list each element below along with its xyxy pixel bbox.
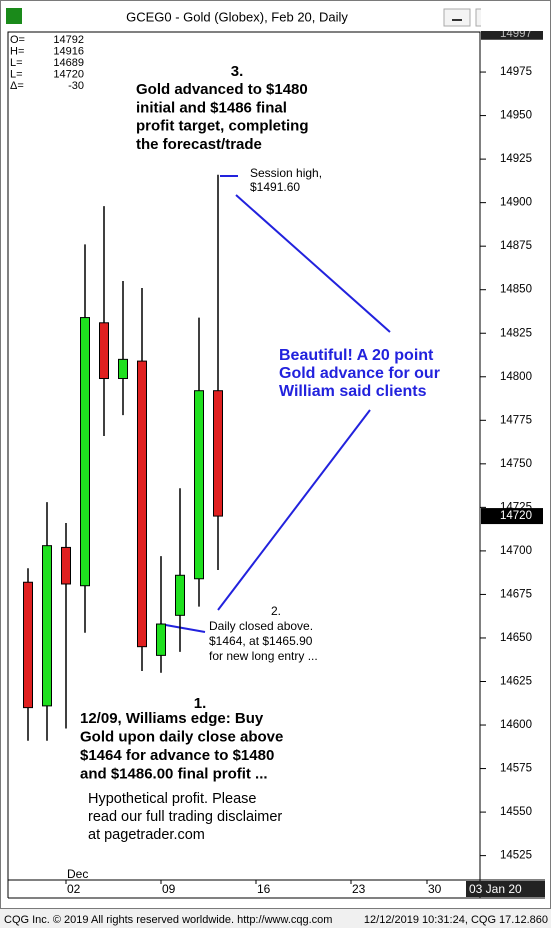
candle-body bbox=[23, 581, 33, 709]
y-tick-label: 14700 bbox=[500, 545, 532, 557]
annotation-text: Gold advanced to $1480 bbox=[136, 81, 308, 98]
y-tick-label: 14825 bbox=[500, 327, 532, 339]
annotation-text: Gold upon daily close above bbox=[80, 728, 283, 745]
readout-label: O= bbox=[10, 34, 25, 46]
annotation-text: $1464, at $1465.90 bbox=[209, 634, 313, 648]
y-tick-label: 14675 bbox=[500, 588, 532, 600]
annotation-text: Beautiful! A 20 point bbox=[279, 347, 434, 364]
y-tick-label: 14975 bbox=[500, 66, 532, 78]
annotation-text: for new long entry ... bbox=[209, 649, 318, 663]
annotation-arrows bbox=[159, 175, 391, 633]
x-tick-label: 09 bbox=[162, 882, 176, 896]
y-tick-label: 14750 bbox=[500, 458, 532, 470]
candle-body bbox=[137, 360, 147, 648]
annotation-text: and $1486.00 final profit ... bbox=[80, 765, 268, 782]
x-tick-label: 02 bbox=[67, 882, 81, 896]
readout-value: 14792 bbox=[53, 34, 84, 46]
annotation-text: Session high, bbox=[250, 166, 322, 180]
readout-value: 14916 bbox=[53, 45, 84, 57]
candle-body bbox=[194, 390, 204, 580]
readout-value: 14720 bbox=[53, 68, 84, 80]
annotation-text: Gold advance for our bbox=[279, 365, 440, 382]
candle-body bbox=[213, 390, 223, 517]
x-tick-label: 23 bbox=[352, 882, 366, 896]
annotation-text: read our full trading disclaimer bbox=[88, 809, 282, 825]
y-tick-label: 14800 bbox=[500, 371, 532, 383]
y-tick-label: 14900 bbox=[500, 197, 532, 209]
y-tick-label: 14600 bbox=[500, 719, 532, 731]
readout-label: L= bbox=[10, 68, 23, 80]
readout-value: -30 bbox=[68, 80, 84, 92]
last-price-label: 14720 bbox=[500, 510, 532, 522]
annotation-text: the forecast/trade bbox=[136, 136, 262, 153]
annotation-text: 12/09, Williams edge: Buy bbox=[80, 710, 264, 727]
annotation-text: $1491.60 bbox=[250, 180, 300, 194]
annotation-text: Hypothetical profit. Please bbox=[88, 791, 256, 807]
x-tick-label: 03 Jan 20 bbox=[469, 882, 522, 896]
arrow bbox=[159, 623, 206, 633]
minimize-button[interactable] bbox=[443, 8, 471, 27]
y-tick-label: 14550 bbox=[500, 806, 532, 818]
candle-body bbox=[61, 546, 71, 585]
candle-body bbox=[118, 358, 128, 380]
app-icon bbox=[6, 8, 22, 24]
annotation-number: 1. bbox=[194, 695, 207, 712]
candle-body bbox=[80, 317, 90, 587]
x-month-label: Dec bbox=[67, 867, 88, 881]
y-tick-label: 14950 bbox=[500, 110, 532, 122]
annotation-number: 3. bbox=[231, 63, 244, 80]
candle-body bbox=[42, 545, 52, 707]
y-tick-label: 14925 bbox=[500, 153, 532, 165]
x-tick-label: 30 bbox=[428, 882, 442, 896]
readout-label: H= bbox=[10, 45, 24, 57]
annotation-text: William said clients bbox=[279, 383, 427, 400]
window-title: GCEG0 - Gold (Globex), Feb 20, Daily bbox=[126, 9, 348, 24]
footer-right: 12/12/2019 10:31:24, CQG 17.12.860 bbox=[364, 914, 548, 926]
title-bar-cover bbox=[481, 1, 549, 31]
readout-label: L= bbox=[10, 57, 23, 69]
candle-body bbox=[175, 574, 185, 616]
annotation-text: profit target, completing bbox=[136, 118, 309, 135]
y-tick-label: 14775 bbox=[500, 414, 532, 426]
y-tick-label: 14575 bbox=[500, 763, 532, 775]
y-tick-label: 14525 bbox=[500, 850, 532, 862]
candle-body bbox=[99, 322, 109, 380]
annotation-text: $1464 for advance to $1480 bbox=[80, 747, 274, 764]
annotation-number: 2. bbox=[271, 604, 281, 618]
annotation-text: at pagetrader.com bbox=[88, 827, 205, 843]
x-label-box bbox=[466, 881, 545, 897]
y-tick-label: 14650 bbox=[500, 632, 532, 644]
arrow bbox=[217, 409, 371, 611]
last-price-box bbox=[481, 508, 543, 525]
arrow bbox=[235, 194, 391, 333]
y-tick-label: 14875 bbox=[500, 240, 532, 252]
x-tick-label: 16 bbox=[257, 882, 271, 896]
y-tick-label: 14850 bbox=[500, 284, 532, 296]
annotation-text: Daily closed above. bbox=[209, 619, 313, 633]
footer-left: CQG Inc. © 2019 All rights reserved worl… bbox=[4, 914, 332, 926]
y-tick-label: 14625 bbox=[500, 676, 532, 688]
readout-label: Δ= bbox=[10, 80, 24, 92]
candle-body bbox=[156, 623, 166, 656]
annotation-text: initial and $1486 final bbox=[136, 99, 287, 116]
readout-value: 14689 bbox=[53, 57, 84, 69]
